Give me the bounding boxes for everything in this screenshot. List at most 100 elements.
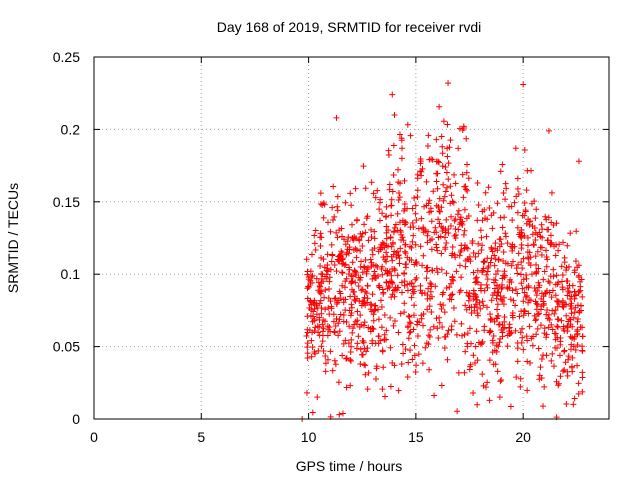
data-point bbox=[410, 283, 417, 290]
data-point bbox=[490, 361, 497, 368]
data-point bbox=[527, 218, 534, 225]
data-point bbox=[409, 205, 416, 212]
data-point bbox=[547, 240, 554, 247]
data-point bbox=[569, 354, 576, 361]
data-point bbox=[574, 342, 581, 349]
data-point bbox=[485, 264, 492, 271]
data-point bbox=[402, 346, 409, 353]
data-point bbox=[371, 268, 378, 275]
data-point bbox=[472, 253, 479, 260]
data-point bbox=[307, 298, 314, 305]
data-point bbox=[353, 345, 360, 352]
data-point bbox=[419, 262, 426, 269]
data-point bbox=[396, 190, 403, 197]
data-point bbox=[371, 245, 378, 252]
data-point bbox=[330, 183, 337, 190]
data-point bbox=[351, 321, 358, 328]
data-point bbox=[303, 256, 310, 263]
data-point bbox=[372, 194, 379, 201]
data-point bbox=[423, 178, 430, 185]
data-point bbox=[460, 194, 467, 201]
data-point bbox=[338, 248, 345, 255]
data-point bbox=[543, 247, 550, 254]
data-point bbox=[309, 279, 316, 286]
data-point bbox=[474, 217, 481, 224]
data-point bbox=[443, 169, 450, 176]
data-point bbox=[430, 323, 437, 330]
data-point bbox=[495, 256, 502, 263]
data-point bbox=[514, 209, 521, 216]
data-point bbox=[343, 355, 350, 362]
data-point bbox=[434, 247, 441, 254]
data-point bbox=[309, 313, 316, 320]
data-point bbox=[397, 310, 404, 317]
data-point bbox=[375, 333, 382, 340]
data-point bbox=[563, 401, 570, 408]
data-point bbox=[523, 284, 530, 291]
data-point bbox=[391, 224, 398, 231]
data-point bbox=[336, 227, 343, 234]
data-point bbox=[444, 121, 451, 128]
data-point bbox=[518, 226, 525, 233]
data-point bbox=[459, 126, 466, 133]
data-point bbox=[510, 297, 517, 304]
data-point bbox=[495, 343, 502, 350]
data-point bbox=[368, 179, 375, 186]
data-point bbox=[463, 169, 470, 176]
data-point bbox=[376, 217, 383, 224]
data-point bbox=[431, 392, 438, 399]
data-point bbox=[402, 264, 409, 271]
data-point bbox=[508, 262, 515, 269]
data-point bbox=[507, 276, 514, 283]
data-point bbox=[455, 207, 462, 214]
data-point bbox=[568, 293, 575, 300]
data-point bbox=[506, 324, 513, 331]
y-tick-label: 0.15 bbox=[53, 194, 80, 210]
data-point bbox=[371, 235, 378, 242]
data-point bbox=[519, 232, 526, 239]
data-point bbox=[522, 294, 529, 301]
data-point bbox=[452, 231, 459, 238]
data-point bbox=[304, 313, 311, 320]
data-point bbox=[501, 214, 508, 221]
data-point bbox=[309, 409, 316, 416]
data-point bbox=[501, 318, 508, 325]
data-point bbox=[451, 217, 458, 224]
data-point bbox=[379, 210, 386, 217]
data-point bbox=[508, 203, 515, 210]
data-point bbox=[525, 255, 532, 262]
data-point bbox=[396, 255, 403, 262]
data-point bbox=[478, 246, 485, 253]
data-point bbox=[464, 187, 471, 194]
data-point bbox=[548, 219, 555, 226]
data-point bbox=[358, 233, 365, 240]
data-point bbox=[320, 278, 327, 285]
data-point bbox=[364, 386, 371, 393]
data-point bbox=[547, 232, 554, 239]
data-point bbox=[517, 375, 524, 382]
data-point bbox=[462, 263, 469, 270]
data-point bbox=[315, 287, 322, 294]
data-point bbox=[317, 262, 324, 269]
data-point bbox=[355, 333, 362, 340]
data-point bbox=[570, 401, 577, 408]
data-point bbox=[329, 217, 336, 224]
data-point bbox=[448, 213, 455, 220]
data-point bbox=[533, 331, 540, 338]
data-point bbox=[305, 283, 312, 290]
data-point bbox=[364, 213, 371, 220]
data-point bbox=[502, 233, 509, 240]
data-point bbox=[577, 324, 584, 331]
y-axis-label: SRMTID / TECUs bbox=[5, 183, 21, 293]
data-point bbox=[442, 164, 449, 171]
data-point bbox=[409, 356, 416, 363]
data-point bbox=[419, 360, 426, 367]
data-point bbox=[409, 286, 416, 293]
data-point bbox=[495, 283, 502, 290]
data-point bbox=[579, 388, 586, 395]
data-point bbox=[336, 316, 343, 323]
data-point bbox=[576, 309, 583, 316]
data-point bbox=[370, 317, 377, 324]
data-point bbox=[515, 261, 522, 268]
data-point bbox=[407, 320, 414, 327]
